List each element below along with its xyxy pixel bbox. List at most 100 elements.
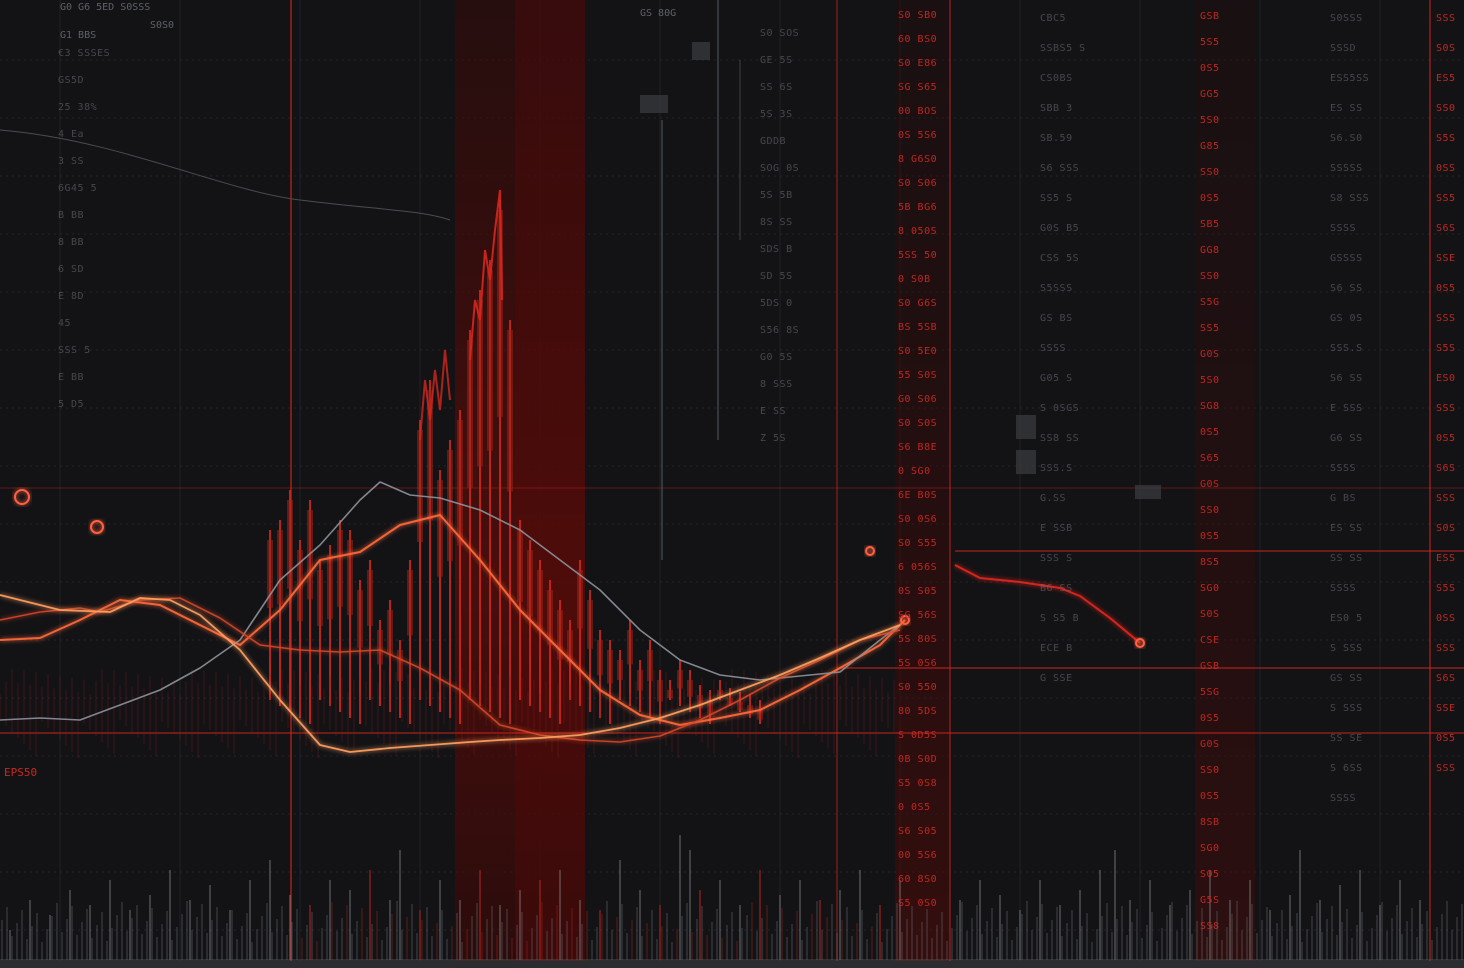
ticker-label: E SS bbox=[760, 406, 787, 417]
ticker-label: S0SSS bbox=[1330, 13, 1363, 24]
ticker-label: ES0 5 bbox=[1330, 613, 1363, 624]
price-bar-body bbox=[627, 630, 633, 665]
ticker-label: 8 SSS bbox=[760, 379, 793, 390]
ticker-value: BS 5SB bbox=[898, 322, 938, 333]
price-bar-body bbox=[517, 530, 523, 602]
price-bar-body bbox=[417, 430, 423, 542]
ticker-label: SOG 0S bbox=[760, 163, 800, 174]
ticker-label: SSSS bbox=[1330, 583, 1357, 594]
ticker-value: SS0 bbox=[1200, 167, 1220, 178]
ticker-label: G6 SS bbox=[1330, 433, 1363, 444]
ticker-label: SBB 3 bbox=[1040, 103, 1073, 114]
ticker-label: S0 SOS bbox=[760, 28, 800, 39]
price-bar-body bbox=[327, 555, 333, 620]
ticker-value: SS8 bbox=[1200, 921, 1220, 932]
ticker-value: CSE bbox=[1200, 635, 1220, 646]
ticker-label: 5S 5B bbox=[760, 190, 793, 201]
ticker-value: S5 0S8 bbox=[898, 778, 938, 789]
axis-label: 6G45 5 bbox=[58, 183, 98, 194]
price-bar-body bbox=[717, 690, 723, 698]
indicator-block bbox=[1016, 415, 1036, 439]
ticker-label: SSS S bbox=[1040, 553, 1073, 564]
left-axis-labels: €3 SSSES GS5D 25 38% 4 Ea 3 SS 6G45 5 B BB 8 BB… bbox=[58, 40, 110, 418]
price-bar-body bbox=[477, 300, 483, 467]
right-column-labels: S0SSS SSSD ESS5SS ES SS S6.S0 SSSSS S8 SSS SSSS… bbox=[1330, 4, 1369, 814]
reference-curve bbox=[0, 129, 451, 221]
ticker-label: SSS.S bbox=[1330, 343, 1363, 354]
ticker-value: SS0 bbox=[1436, 103, 1456, 114]
price-bar-body bbox=[647, 650, 653, 682]
price-bar-body bbox=[377, 630, 383, 665]
ticker-label: ES SS bbox=[1330, 103, 1363, 114]
price-bar-body bbox=[357, 590, 363, 648]
ticker-value: 0S5 bbox=[1200, 193, 1220, 204]
axis-label: 45 bbox=[58, 318, 72, 329]
ticker-value: 5S 0S6 bbox=[898, 658, 938, 669]
ticker-label: SSSS bbox=[1040, 343, 1067, 354]
top-label: GS 80G bbox=[640, 8, 677, 19]
ticker-value: S0 SB0 bbox=[898, 10, 938, 21]
price-bar-body bbox=[347, 540, 353, 616]
ticker-value: 8S5 bbox=[1200, 557, 1220, 568]
ticker-value: S0 E86 bbox=[898, 58, 938, 69]
ticker-value: SSS bbox=[1436, 493, 1456, 504]
ticker-label: S8 SSS bbox=[1330, 193, 1370, 204]
ticker-value: S6S bbox=[1436, 673, 1456, 684]
ticker-value: S5 0S0 bbox=[898, 898, 938, 909]
price-bar-body bbox=[507, 330, 513, 492]
ticker-value: S5S bbox=[1436, 343, 1456, 354]
ticker-value: S0 G6S bbox=[898, 298, 938, 309]
ticker-label: S6 SSS bbox=[1040, 163, 1080, 174]
ticker-value: SS0 bbox=[1200, 271, 1220, 282]
ticker-value: 0 S0B bbox=[898, 274, 931, 285]
ticker-label: GE 5S bbox=[760, 55, 793, 66]
ticker-value: S0S bbox=[1436, 523, 1456, 534]
ticker-value: G0S bbox=[1200, 739, 1220, 750]
ticker-label: 5DS 0 bbox=[760, 298, 793, 309]
series-line-5 bbox=[954, 564, 1141, 644]
ticker-label: CSS 5S bbox=[1040, 253, 1080, 264]
price-spike bbox=[469, 189, 503, 361]
ticker-label: SD 5S bbox=[760, 271, 793, 282]
ticker-label: SB.59 bbox=[1040, 133, 1073, 144]
ticker-label: GS SS bbox=[1330, 673, 1363, 684]
price-bar-body bbox=[387, 610, 393, 655]
price-bar-body bbox=[747, 705, 753, 715]
ticker-value: S0 0S6 bbox=[898, 514, 938, 525]
ticker-value: S0 5E0 bbox=[898, 346, 938, 357]
ticker-value: 0S5 bbox=[1436, 433, 1456, 444]
price-bar-body bbox=[497, 210, 503, 418]
axis-label: E BB bbox=[58, 372, 85, 383]
ticker-label: SS8 SS bbox=[1040, 433, 1080, 444]
price-bar-body bbox=[527, 550, 533, 617]
ticker-label: S6 SS bbox=[1330, 283, 1363, 294]
price-bar-body bbox=[547, 590, 553, 646]
price-bar-body bbox=[577, 570, 583, 629]
price-bar-body bbox=[267, 540, 273, 608]
ticker-value: G0 S06 bbox=[898, 394, 938, 405]
ticker-value: G0S bbox=[1200, 349, 1220, 360]
ticker-value: 0SS bbox=[1436, 613, 1456, 624]
ticker-value: S0 S06 bbox=[898, 178, 938, 189]
data-marker bbox=[1135, 638, 1145, 648]
ticker-label: GDDB bbox=[760, 136, 787, 147]
price-bar-body bbox=[567, 630, 573, 662]
ticker-value: 8 050S bbox=[898, 226, 938, 237]
axis-label: 4 Ea bbox=[58, 129, 85, 140]
ticker-value: 60 BS0 bbox=[898, 34, 938, 45]
ticker-value: ES5 bbox=[1436, 73, 1456, 84]
price-bar-body bbox=[437, 480, 443, 577]
ticker-label: S 6SS bbox=[1330, 763, 1363, 774]
ticker-value: 5S5 bbox=[1200, 37, 1220, 48]
column-shade bbox=[1195, 0, 1255, 968]
price-bar-body bbox=[427, 390, 433, 521]
price-bar-body bbox=[697, 695, 703, 709]
ticker-label: S56 8S bbox=[760, 325, 800, 336]
price-bar-body bbox=[337, 530, 343, 607]
indicator-block bbox=[640, 95, 668, 113]
ticker-label: SSSS bbox=[1330, 793, 1357, 804]
ticker-label: CS0BS bbox=[1040, 73, 1073, 84]
ticker-value: 5S0 bbox=[1200, 375, 1220, 386]
ticker-value: 0S5 bbox=[1200, 427, 1220, 438]
